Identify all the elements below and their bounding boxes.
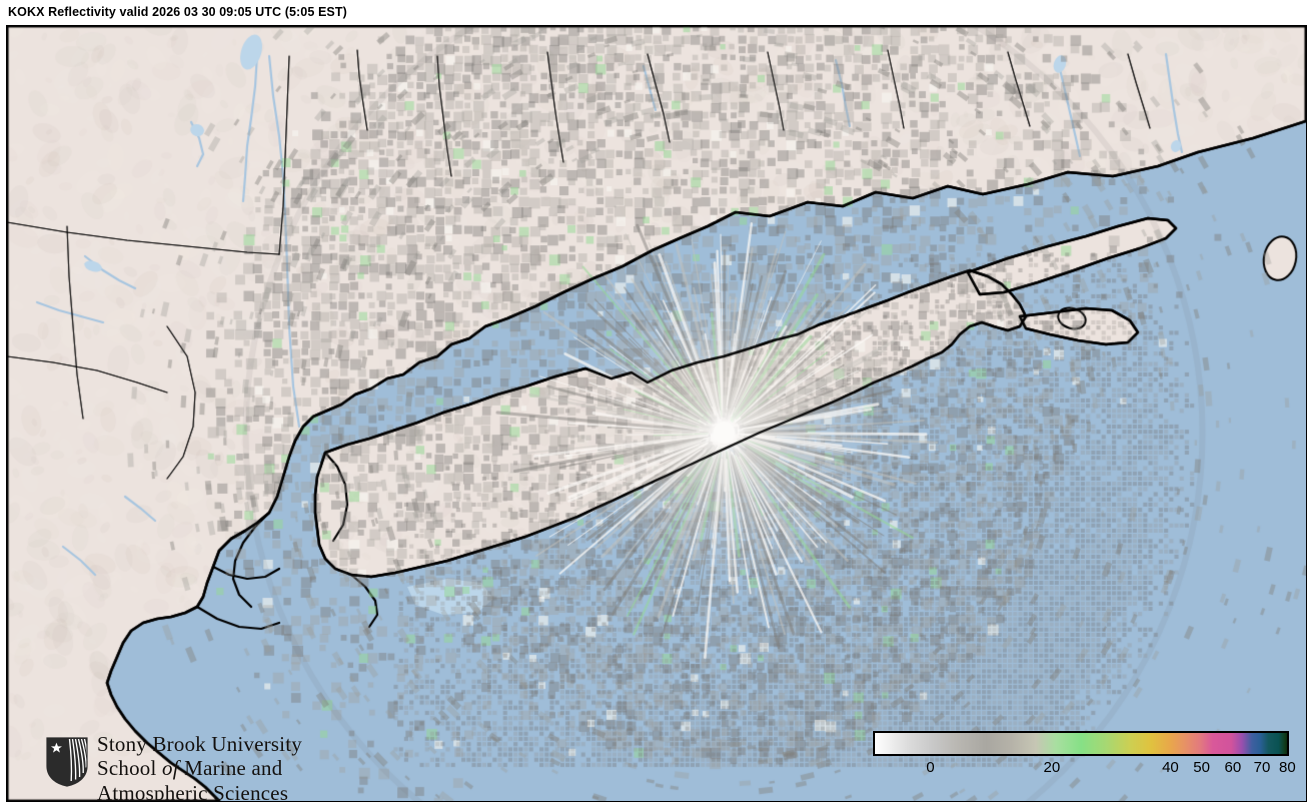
radar-map-frame[interactable]: 0 20 40 50 60 70 80 Stony Brook University Sch… (6, 25, 1307, 802)
page-title: KOKX Reflectivity valid 2026 03 30 09:05… (8, 5, 347, 19)
radar-map-canvas[interactable] (7, 26, 1306, 801)
title-bar: KOKX Reflectivity valid 2026 03 30 09:05… (0, 0, 1316, 24)
